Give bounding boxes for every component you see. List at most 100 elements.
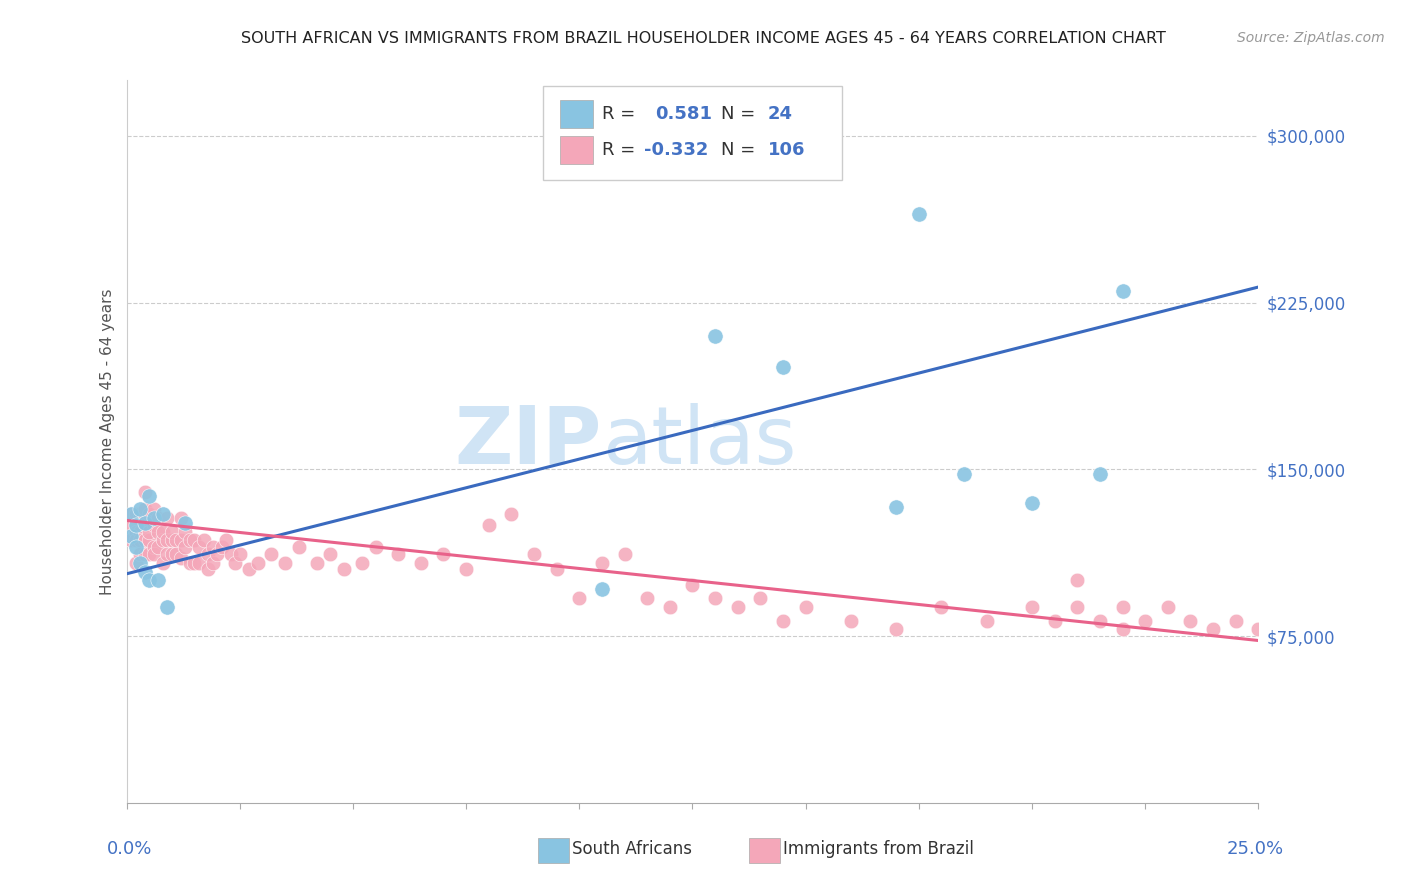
Text: N =: N = [721, 141, 761, 159]
Text: South Africans: South Africans [572, 840, 692, 858]
Point [156, 511, 179, 525]
Point [142, 547, 165, 561]
Point [749, 591, 772, 606]
Point [134, 517, 156, 532]
Point [165, 533, 187, 548]
Point [1088, 467, 1111, 481]
Point [174, 516, 197, 530]
Text: 0.0%: 0.0% [107, 840, 152, 858]
Point [152, 524, 174, 539]
Point [138, 574, 160, 588]
Point [179, 533, 201, 548]
Point [142, 517, 165, 532]
Point [120, 517, 142, 532]
Point [350, 556, 373, 570]
Point [364, 540, 387, 554]
Point [772, 614, 794, 628]
Point [148, 511, 170, 525]
Point [170, 551, 193, 566]
Point [1180, 614, 1202, 628]
Point [124, 540, 146, 554]
Point [238, 562, 260, 576]
Point [129, 533, 152, 548]
Point [976, 614, 998, 628]
Point [152, 556, 174, 570]
Text: 25.0%: 25.0% [1227, 840, 1284, 858]
Point [246, 556, 269, 570]
Point [193, 533, 215, 548]
Text: Source: ZipAtlas.com: Source: ZipAtlas.com [1237, 31, 1385, 45]
Point [1088, 614, 1111, 628]
Point [160, 524, 183, 539]
Point [1225, 614, 1247, 628]
Text: atlas: atlas [602, 402, 796, 481]
Point [124, 517, 146, 532]
Point [174, 540, 197, 554]
Text: SOUTH AFRICAN VS IMMIGRANTS FROM BRAZIL HOUSEHOLDER INCOME AGES 45 - 64 YEARS CO: SOUTH AFRICAN VS IMMIGRANTS FROM BRAZIL … [240, 31, 1166, 46]
Point [274, 556, 297, 570]
Point [197, 547, 219, 561]
Point [636, 591, 658, 606]
Point [160, 533, 183, 548]
Point [953, 467, 976, 481]
Point [120, 533, 142, 548]
Point [142, 540, 165, 554]
Point [152, 533, 174, 548]
Point [658, 600, 681, 615]
Point [591, 556, 613, 570]
Point [1066, 574, 1088, 588]
Point [124, 524, 146, 539]
Point [1157, 600, 1180, 615]
Point [287, 540, 309, 554]
Point [884, 500, 907, 515]
Point [478, 517, 501, 532]
Text: 24: 24 [768, 105, 793, 123]
Point [884, 623, 907, 637]
Point [165, 547, 187, 561]
Text: N =: N = [721, 105, 761, 123]
Point [201, 556, 224, 570]
Point [501, 507, 523, 521]
Point [138, 524, 160, 539]
Point [211, 540, 233, 554]
Point [228, 547, 252, 561]
Point [148, 574, 170, 588]
Point [1247, 623, 1270, 637]
Point [134, 533, 156, 548]
Point [432, 547, 454, 561]
Point [152, 507, 174, 521]
Point [134, 484, 156, 499]
Point [591, 582, 613, 597]
Point [174, 524, 197, 539]
Text: R =: R = [602, 141, 641, 159]
Point [156, 547, 179, 561]
Point [129, 524, 152, 539]
Point [456, 562, 478, 576]
Point [138, 507, 160, 521]
Point [839, 614, 862, 628]
Point [568, 591, 591, 606]
Point [138, 489, 160, 503]
Point [179, 556, 201, 570]
Point [160, 547, 183, 561]
Point [205, 547, 228, 561]
Point [682, 578, 704, 592]
Point [260, 547, 283, 561]
Point [305, 556, 328, 570]
Point [1021, 496, 1043, 510]
Point [183, 556, 205, 570]
Point [142, 511, 165, 525]
Point [142, 502, 165, 516]
Point [134, 547, 156, 561]
Point [129, 502, 152, 516]
Point [201, 540, 224, 554]
Point [197, 562, 219, 576]
Point [908, 207, 931, 221]
Point [727, 600, 749, 615]
Point [794, 600, 817, 615]
Point [224, 556, 246, 570]
Point [148, 540, 170, 554]
Text: 106: 106 [768, 141, 806, 159]
Point [387, 547, 409, 561]
Point [156, 600, 179, 615]
